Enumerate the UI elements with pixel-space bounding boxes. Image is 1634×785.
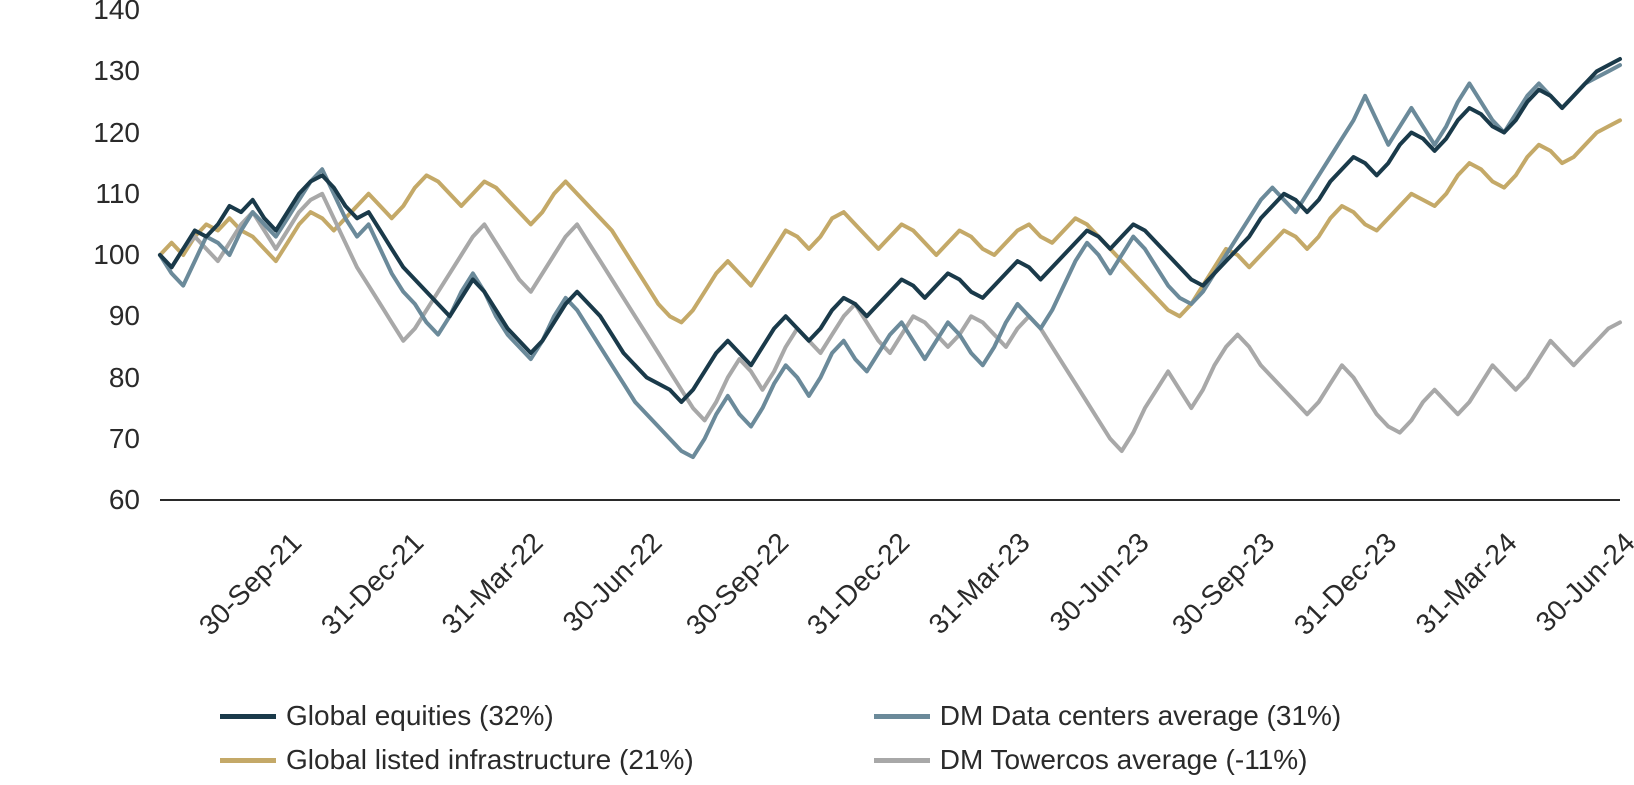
legend-label: DM Towercos average (-11%)	[940, 744, 1308, 776]
legend-item-dm_data_centers: DM Data centers average (31%)	[874, 700, 1342, 732]
legend-label: DM Data centers average (31%)	[940, 700, 1342, 732]
legend: Global equities (32%) DM Data centers ave…	[220, 700, 1341, 776]
legend-item-global_listed_infra: Global listed infrastructure (21%)	[220, 744, 694, 776]
legend-label: Global equities (32%)	[286, 700, 554, 732]
legend-swatch	[220, 714, 276, 719]
legend-swatch	[220, 758, 276, 763]
plot-area	[0, 0, 1634, 785]
legend-label: Global listed infrastructure (21%)	[286, 744, 694, 776]
series-line-dm_towercos	[160, 194, 1620, 451]
legend-item-dm_towercos: DM Towercos average (-11%)	[874, 744, 1342, 776]
legend-item-global_equities: Global equities (32%)	[220, 700, 694, 732]
legend-swatch	[874, 758, 930, 763]
performance-line-chart: 60708090100110120130140 30-Sep-2131-Dec-…	[0, 0, 1634, 785]
series-line-dm_data_centers	[160, 65, 1620, 457]
legend-swatch	[874, 714, 930, 719]
